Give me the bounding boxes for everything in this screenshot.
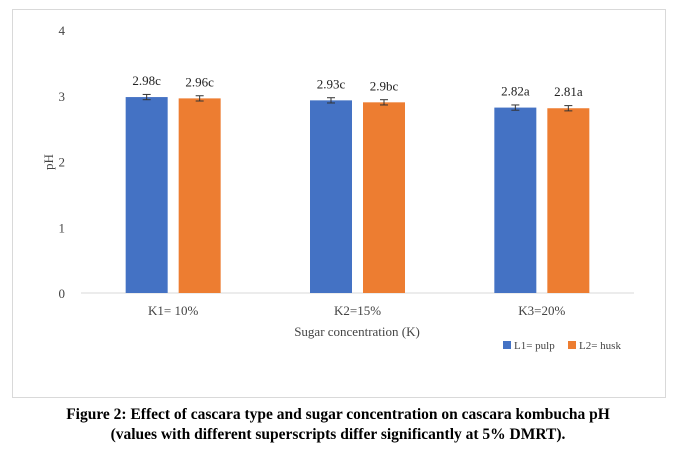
legend-swatch bbox=[568, 341, 576, 349]
bar-1-2 bbox=[310, 100, 352, 293]
y-axis-ticks: 0 1 2 3 4 bbox=[59, 23, 66, 301]
data-label: 2.93c bbox=[317, 76, 346, 91]
legend-label: L2= husk bbox=[579, 340, 621, 352]
data-label: 2.81a bbox=[554, 84, 583, 99]
bar-1-1 bbox=[125, 97, 168, 293]
bar-2-3 bbox=[547, 108, 590, 294]
data-label: 2.9bc bbox=[370, 78, 399, 93]
bars-group: 2.98c 2.96c 2.93c 2.9bc 2.82a 2.81a bbox=[125, 73, 590, 294]
x-tick-label: K3=20% bbox=[518, 303, 565, 318]
y-tick-label: 1 bbox=[59, 220, 66, 235]
x-axis-ticks: K1= 10% K2=15% K3=20% bbox=[148, 303, 566, 318]
bar-chart: 0 1 2 3 4 2.98c 2.96c 2.93c 2.9bc 2.82a 2.81a K1=… bbox=[41, 23, 634, 352]
data-label: 2.96c bbox=[185, 74, 214, 89]
y-tick-label: 3 bbox=[59, 89, 66, 104]
figure-caption: Figure 2: Effect of cascara type and sug… bbox=[0, 405, 676, 445]
legend: L1= pulp L2= husk bbox=[503, 340, 621, 352]
x-tick-label: K1= 10% bbox=[148, 303, 198, 318]
bar-2-2 bbox=[363, 102, 405, 293]
data-label: 2.82a bbox=[501, 84, 530, 99]
caption-line-1: Figure 2: Effect of cascara type and sug… bbox=[66, 406, 610, 423]
x-tick-label: K2=15% bbox=[334, 303, 381, 318]
y-axis-title: pH bbox=[41, 154, 56, 170]
y-tick-label: 2 bbox=[59, 155, 66, 170]
x-axis-title: Sugar concentration (K) bbox=[294, 324, 420, 339]
caption-line-2: (values with different superscripts diff… bbox=[110, 426, 566, 443]
y-tick-label: 0 bbox=[59, 286, 66, 301]
y-tick-label: 4 bbox=[59, 23, 66, 38]
legend-swatch bbox=[503, 341, 511, 349]
chart-frame: 0 1 2 3 4 2.98c 2.96c 2.93c 2.9bc 2.82a 2.81a K1=… bbox=[12, 9, 666, 398]
legend-label: L1= pulp bbox=[514, 340, 555, 352]
bar-1-3 bbox=[494, 107, 537, 294]
data-label: 2.98c bbox=[132, 73, 161, 88]
bar-2-1 bbox=[178, 98, 221, 293]
